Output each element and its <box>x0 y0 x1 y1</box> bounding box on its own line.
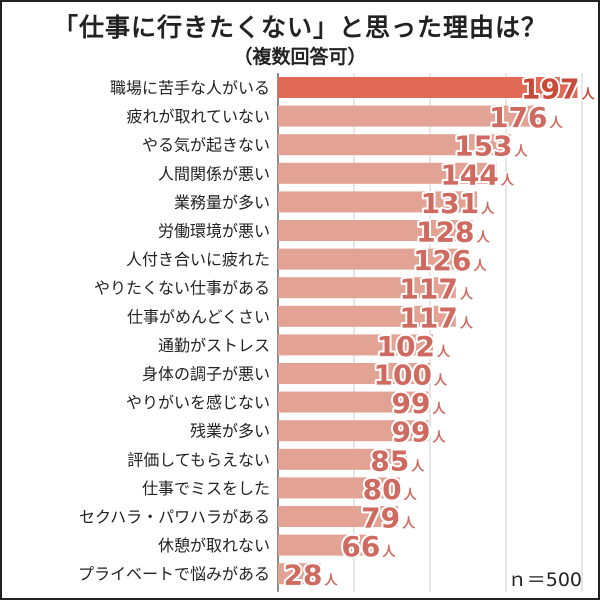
category-label: やる気が起きない <box>142 136 270 155</box>
category-label: 通勤がストレス <box>158 336 270 355</box>
bar <box>278 248 470 270</box>
bar <box>278 477 400 499</box>
category-label: 評価してもらえない <box>127 450 270 469</box>
data-label: 144 <box>440 158 498 191</box>
data-label-unit: 人 <box>477 230 491 246</box>
category-label: 人間関係が悪い <box>158 164 270 183</box>
data-label: 117 <box>399 301 457 334</box>
category-label: 仕事がめんどくさい <box>127 307 270 326</box>
data-label: 128 <box>416 216 474 249</box>
data-label-unit: 人 <box>581 87 595 103</box>
category-label: 職場に苦手な人がいる <box>110 79 270 98</box>
data-label-unit: 人 <box>550 115 564 131</box>
category-label: プライベートで悩みがある <box>78 565 270 584</box>
data-label: 197 <box>521 73 579 106</box>
data-label-unit: 人 <box>382 544 396 560</box>
chart-title: 「仕事に行きたくない」と思った理由は？ <box>52 13 547 42</box>
category-label: 人付き合いに疲れた <box>126 250 270 269</box>
data-label-unit: 人 <box>325 573 339 589</box>
bar <box>278 134 511 156</box>
data-label-unit: 人 <box>411 458 425 474</box>
data-label: 85 <box>370 444 409 477</box>
data-label: 102 <box>377 330 435 363</box>
category-label: 疲れが取れていない <box>126 107 270 126</box>
data-label-unit: 人 <box>515 144 529 160</box>
bar <box>278 534 379 556</box>
data-label: 131 <box>421 187 479 220</box>
data-label-unit: 人 <box>404 487 418 503</box>
bar <box>278 363 430 384</box>
data-label-unit: 人 <box>460 315 474 331</box>
data-label-unit: 人 <box>474 258 488 274</box>
category-label: 仕事でミスをした <box>142 479 270 498</box>
category-label: 残業が多い <box>190 422 270 441</box>
data-label: 100 <box>374 359 432 392</box>
sample-size-note: ｎ＝500 <box>507 569 582 591</box>
bar <box>278 334 434 356</box>
category-label: 労働環境が悪い <box>158 222 270 241</box>
data-label: 153 <box>454 130 512 163</box>
data-label: 99 <box>392 416 431 449</box>
category-label: やりたくない仕事がある <box>94 279 270 298</box>
data-label-unit: 人 <box>481 201 495 217</box>
category-label: 身体の調子が悪い <box>142 365 270 384</box>
data-label: 66 <box>341 530 380 563</box>
category-label: 休憩が取れない <box>158 536 270 555</box>
bar <box>278 305 456 327</box>
data-label-unit: 人 <box>460 287 474 303</box>
bar <box>278 506 399 527</box>
bar <box>278 563 321 585</box>
data-label: 79 <box>361 502 400 535</box>
data-label-unit: 人 <box>402 516 416 532</box>
bar <box>278 162 497 184</box>
category-label: 業務量が多い <box>174 193 270 212</box>
data-label: 99 <box>392 387 431 420</box>
data-label-unit: 人 <box>434 373 448 389</box>
bar <box>278 191 478 213</box>
data-label-unit: 人 <box>432 430 446 446</box>
data-label-unit: 人 <box>432 401 446 417</box>
data-label: 126 <box>413 244 471 277</box>
category-label: セクハラ・パワハラがある <box>79 508 270 527</box>
data-label: 28 <box>284 559 323 592</box>
bar <box>278 77 578 98</box>
bar <box>278 420 429 442</box>
bar <box>278 391 429 413</box>
category-label: やりがいを感じない <box>126 393 270 412</box>
data-label: 117 <box>399 273 457 306</box>
data-label: 80 <box>363 473 402 506</box>
bar <box>278 220 473 241</box>
data-label-unit: 人 <box>437 344 451 360</box>
bar <box>278 448 408 470</box>
bar <box>278 105 546 127</box>
data-label-unit: 人 <box>501 172 515 188</box>
data-label: 176 <box>489 101 547 134</box>
chart-subtitle: （複数回答可） <box>233 46 367 68</box>
bar <box>278 277 456 299</box>
